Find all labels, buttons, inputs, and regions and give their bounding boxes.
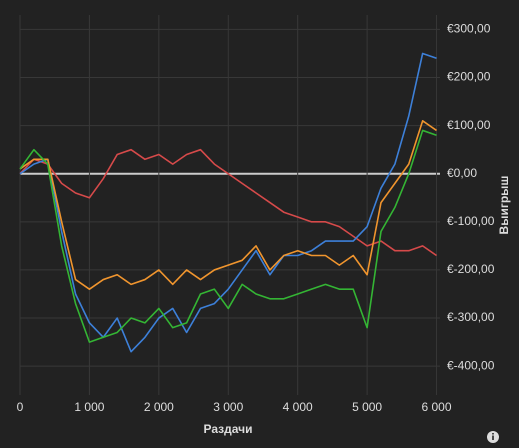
info-icon[interactable] — [487, 431, 499, 443]
x-axis-title: Раздачи — [204, 422, 253, 436]
y-tick-label: €300,00 — [447, 22, 491, 36]
series-line — [19, 148, 437, 257]
series-line — [19, 52, 437, 353]
info-dot[interactable] — [492, 433, 494, 435]
series-line — [19, 129, 437, 343]
y-tick-label: €200,00 — [447, 70, 491, 84]
x-tick-label: 1 000 — [74, 400, 104, 414]
y-tick-label: €-200,00 — [447, 262, 495, 276]
info-stem[interactable] — [492, 435, 494, 441]
x-tick-label: 4 000 — [283, 400, 313, 414]
x-tick-label: 3 000 — [213, 400, 243, 414]
y-tick-label: €-400,00 — [447, 358, 495, 372]
y-tick-label: €0,00 — [447, 166, 477, 180]
x-tick-label: 0 — [17, 400, 24, 414]
x-tick-label: 5 000 — [352, 400, 382, 414]
series-line — [19, 120, 437, 290]
y-tick-label: €100,00 — [447, 118, 491, 132]
y-tick-label: €-300,00 — [447, 310, 495, 324]
x-tick-label: 2 000 — [144, 400, 174, 414]
y-tick-label: €-100,00 — [447, 214, 495, 228]
y-axis-title: Выигрыш — [497, 176, 511, 235]
x-tick-label: 6 000 — [422, 400, 452, 414]
